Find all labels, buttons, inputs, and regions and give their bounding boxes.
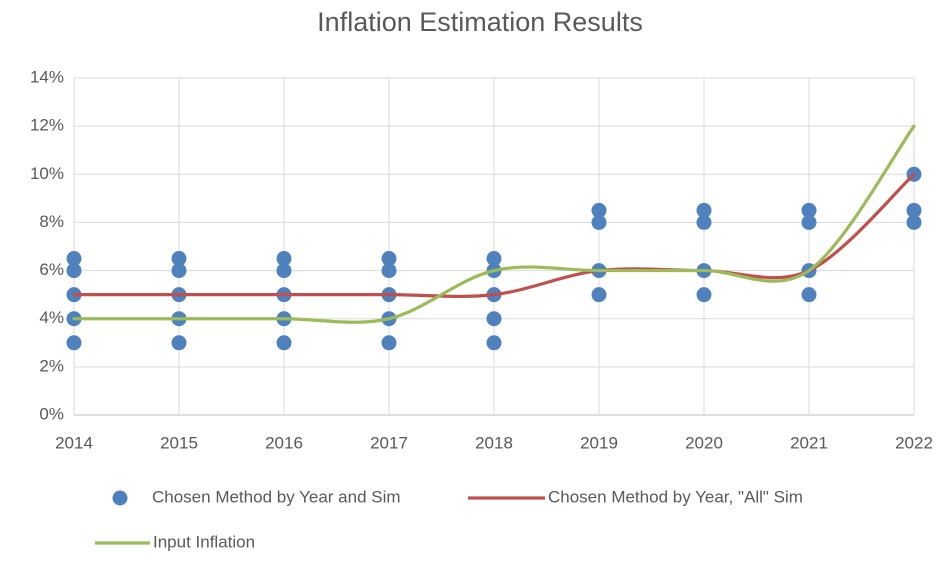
y-tick-label: 8% — [39, 212, 64, 231]
point — [486, 335, 502, 351]
point — [66, 263, 82, 279]
x-tick-label: 2016 — [265, 433, 303, 452]
point — [66, 335, 82, 351]
x-tick-label: 2020 — [685, 433, 723, 452]
x-tick-label: 2014 — [55, 433, 93, 452]
y-tick-label: 0% — [39, 404, 64, 423]
point — [171, 335, 187, 351]
y-tick-label: 12% — [30, 116, 64, 135]
point — [276, 335, 292, 351]
point — [591, 287, 607, 303]
legend-marker — [112, 490, 128, 506]
legend-label: Input Inflation — [153, 532, 255, 551]
point — [381, 263, 397, 279]
x-tick-label: 2015 — [160, 433, 198, 452]
legend-label: Chosen Method by Year and Sim — [152, 487, 401, 506]
x-tick-label: 2021 — [790, 433, 828, 452]
x-tick-label: 2017 — [370, 433, 408, 452]
y-tick-label: 6% — [39, 260, 64, 279]
point — [696, 287, 712, 303]
y-tick-label: 14% — [30, 67, 64, 86]
point — [591, 214, 607, 230]
point — [696, 214, 712, 230]
point — [276, 251, 292, 267]
point — [171, 251, 187, 267]
point — [486, 251, 502, 267]
point — [591, 202, 607, 218]
point — [381, 335, 397, 351]
point — [696, 202, 712, 218]
chart-title: Inflation Estimation Results — [317, 7, 643, 37]
line — [72, 172, 916, 299]
y-tick-label: 2% — [39, 356, 64, 375]
x-tick-label: 2018 — [475, 433, 513, 452]
point — [801, 287, 817, 303]
point — [276, 263, 292, 279]
point — [801, 214, 817, 230]
x-tick-label: 2019 — [580, 433, 618, 452]
x-tick-label: 2022 — [895, 433, 933, 452]
point — [906, 202, 922, 218]
point — [66, 251, 82, 267]
y-tick-label: 4% — [39, 308, 64, 327]
point — [801, 202, 817, 218]
line — [72, 124, 916, 324]
point — [486, 311, 502, 327]
y-tick-label: 10% — [30, 164, 64, 183]
point — [381, 251, 397, 267]
point — [906, 214, 922, 230]
point — [171, 263, 187, 279]
legend-label: Chosen Method by Year, "All" Sim — [548, 487, 803, 506]
